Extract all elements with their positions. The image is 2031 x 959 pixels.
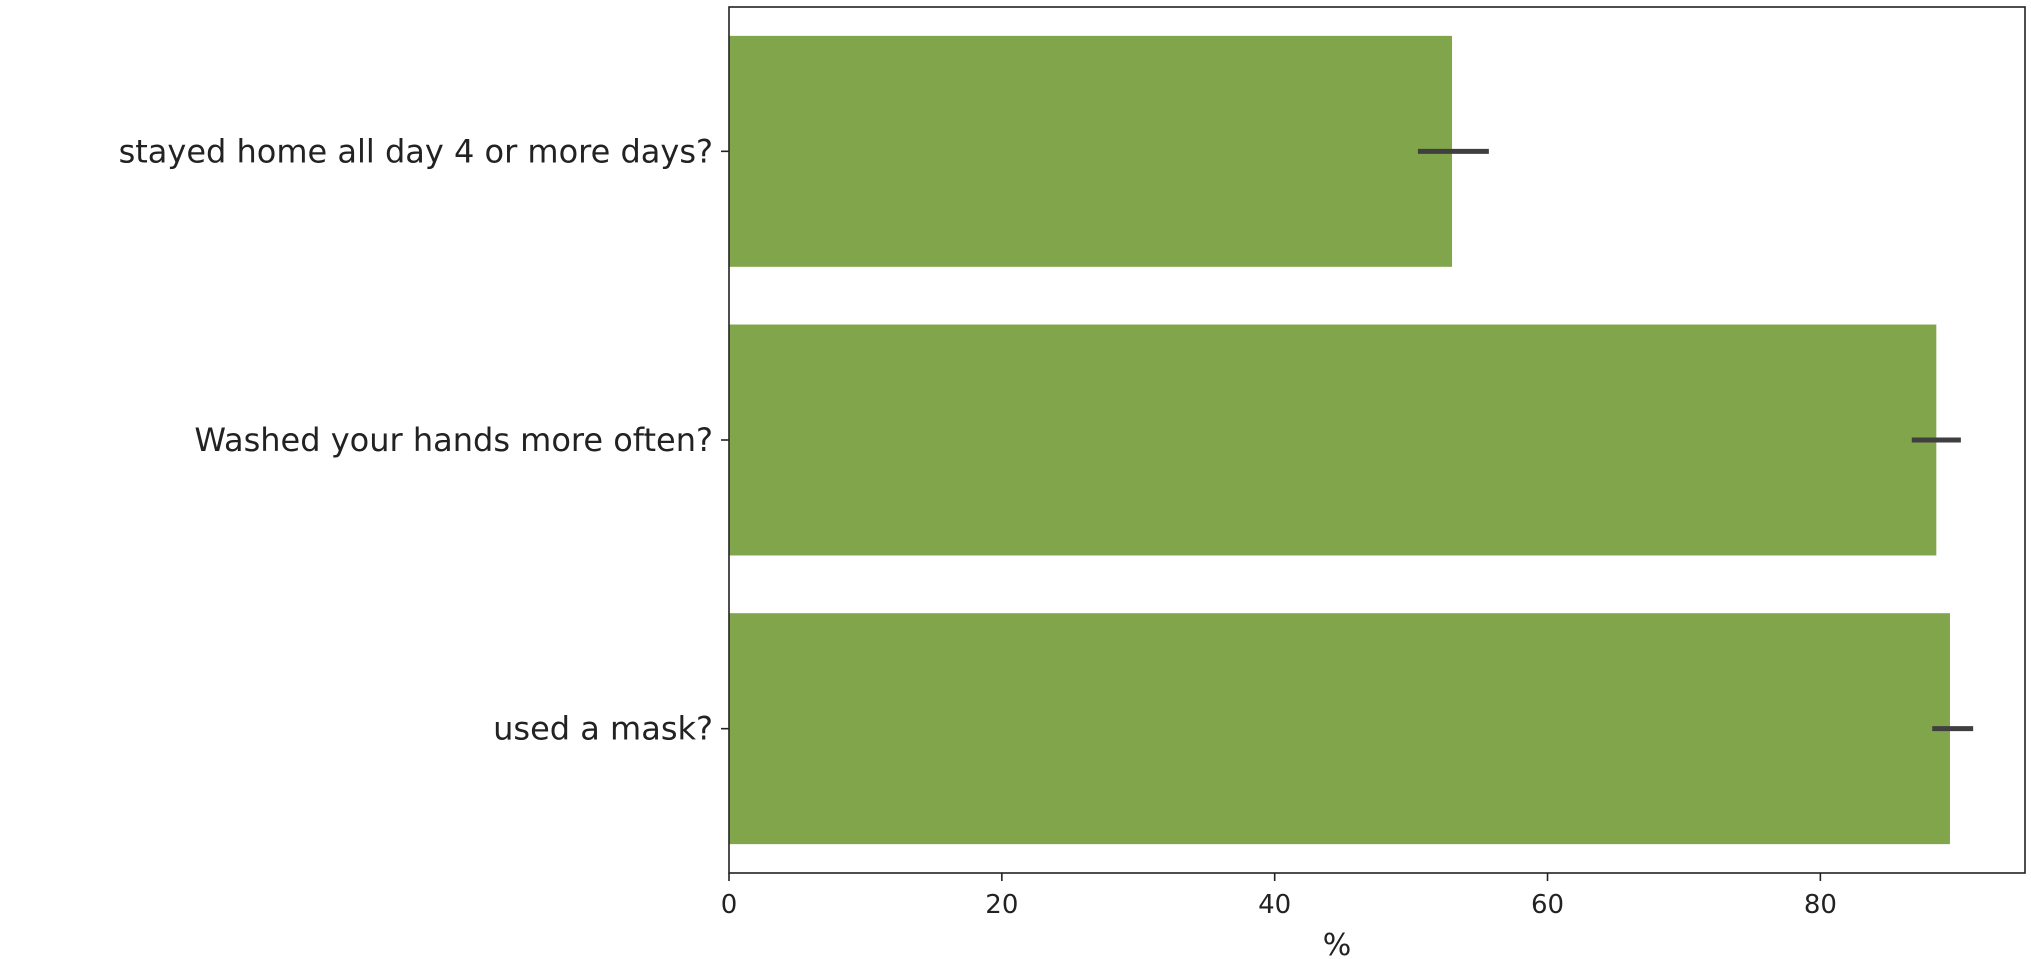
- x-axis: 0 20 40 60 80: [721, 873, 1837, 920]
- y-tick-label: stayed home all day 4 or more days?: [119, 132, 713, 170]
- x-axis-label: %: [1323, 928, 1352, 959]
- bars-group: [729, 36, 1950, 844]
- x-tick-label: 0: [721, 890, 738, 920]
- y-tick-label: Washed your hands more often?: [194, 421, 713, 459]
- bar: [729, 325, 1936, 556]
- bar: [729, 36, 1452, 267]
- x-tick-label: 80: [1804, 890, 1837, 920]
- x-tick-label: 20: [985, 890, 1018, 920]
- y-tick-label: used a mask?: [493, 710, 713, 748]
- x-tick-label: 40: [1258, 890, 1291, 920]
- x-tick-label: 60: [1531, 890, 1564, 920]
- bar: [729, 613, 1950, 844]
- y-axis: stayed home all day 4 or more days? Washe…: [119, 132, 729, 747]
